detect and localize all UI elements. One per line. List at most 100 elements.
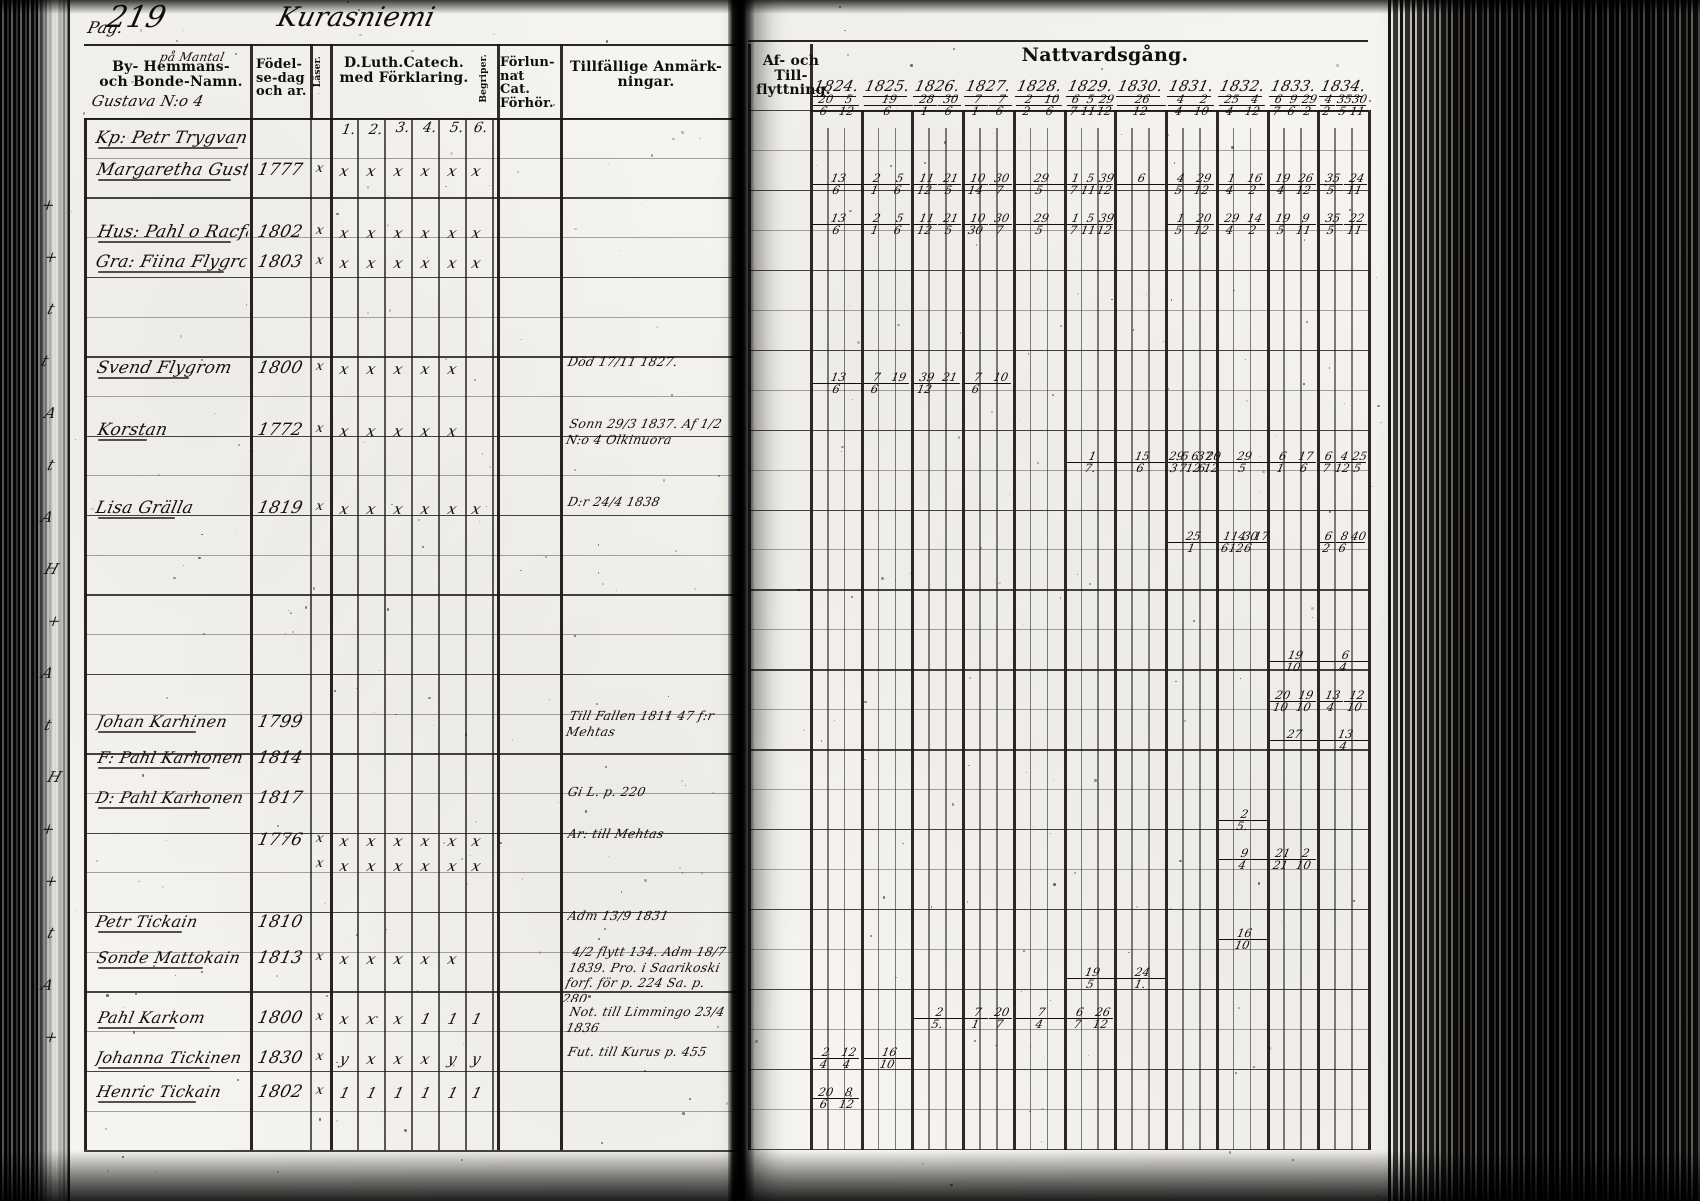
communion-month: 5.	[1216, 818, 1268, 832]
scan-speckle	[1162, 340, 1164, 342]
scan-speckle	[162, 886, 165, 889]
communion-date-cell: 19 10	[1290, 688, 1319, 713]
communion-month: 10	[1290, 699, 1317, 713]
row-name: Hus: Pahl o Racfani	[95, 222, 251, 242]
communion-month: 12	[1087, 1017, 1114, 1031]
scan-speckle	[8, 224, 10, 226]
scan-speckle	[235, 530, 236, 532]
communion-day: 12	[1347, 687, 1366, 702]
row-rule-left-20	[84, 912, 738, 914]
communion-month: 6	[810, 381, 862, 395]
scan-speckle	[299, 711, 303, 715]
scan-speckle	[644, 1070, 647, 1073]
communion-month: 4	[1216, 858, 1268, 872]
communion-date-cell: 21 5	[935, 171, 964, 197]
scan-speckle	[175, 974, 177, 976]
scan-speckle	[1635, 1078, 1636, 1079]
communion-month: 5	[1013, 183, 1065, 197]
scan-speckle	[620, 250, 621, 251]
scan-speckle	[1376, 277, 1378, 279]
communion-date-cell: 20 7	[986, 1005, 1014, 1031]
year-subrule-3-1	[979, 128, 981, 1150]
scan-speckle	[1607, 369, 1609, 372]
scan-speckle	[1267, 403, 1269, 404]
communion-day: 29	[1097, 92, 1116, 106]
row-birth-year: 1810	[255, 912, 305, 932]
scan-speckle	[682, 1112, 685, 1115]
village-heading: Kurasniemi	[274, 2, 438, 33]
scan-speckle	[1050, 832, 1052, 834]
row-remark: 4/2 flytt 134. Adm 18/7 1839. Pro. i Saa…	[561, 944, 728, 1002]
communion-date-cell: 26 12	[1290, 171, 1319, 197]
communion-date-cell: 26 12	[1087, 1005, 1116, 1031]
year-subrule-10-1	[1334, 128, 1336, 1150]
scan-speckle	[68, 502, 70, 504]
row-rule-right-0	[748, 110, 1368, 112]
communion-month: 5	[1318, 183, 1344, 197]
scan-speckle	[404, 1129, 407, 1132]
row-rule-left-6	[84, 356, 738, 358]
scan-speckle	[1420, 697, 1423, 699]
scan-speckle	[292, 631, 295, 633]
scan-speckle	[1037, 461, 1040, 464]
scan-speckle	[237, 1078, 240, 1081]
scan-speckle	[1368, 1023, 1370, 1026]
scan-speckle	[172, 382, 175, 384]
scan-speckle	[105, 1128, 108, 1131]
scan-speckle	[1349, 208, 1352, 211]
scan-speckle	[336, 212, 339, 215]
row-rule-left-18	[84, 832, 738, 834]
scan-speckle	[481, 453, 483, 455]
communion-month: 6	[1239, 540, 1257, 554]
scan-speckle	[356, 933, 359, 937]
communion-day: 9	[1288, 92, 1299, 106]
scan-speckle	[284, 633, 286, 634]
scan-speckle	[1171, 1198, 1173, 1200]
scan-speckle	[961, 217, 965, 220]
communion-month: 11	[1079, 103, 1098, 118]
scan-speckle	[588, 994, 592, 998]
communion-month: 12	[1095, 222, 1113, 237]
communion-date-cell: 14 2	[1239, 211, 1268, 237]
scan-speckle	[417, 989, 419, 991]
scan-speckle	[850, 596, 853, 599]
scan-speckle	[1593, 288, 1597, 292]
scan-speckle	[463, 1044, 465, 1046]
scan-speckle	[856, 340, 860, 344]
scan-speckle	[37, 139, 40, 142]
scan-speckle	[432, 724, 434, 726]
communion-date-cell: 30 7	[986, 171, 1014, 197]
row-rule-right-9	[748, 469, 1368, 471]
communion-day: 5	[1085, 92, 1096, 106]
scan-speckle	[324, 902, 326, 905]
scan-speckle	[489, 185, 490, 187]
communion-month: 6	[986, 104, 1012, 118]
scan-speckle	[681, 131, 685, 134]
row-rule-left-24	[84, 1070, 738, 1073]
year-subrule-3-2	[996, 128, 998, 1150]
scan-speckle	[138, 880, 140, 882]
communion-month: 14	[963, 183, 989, 197]
scan-speckle	[182, 30, 184, 32]
margin-tick-mark: +	[39, 820, 58, 838]
scan-speckle	[573, 469, 576, 472]
communion-date-cell: 29 5	[1013, 211, 1067, 237]
row-rule-left-13	[84, 634, 738, 636]
scan-speckle	[1454, 711, 1458, 715]
scan-speckle	[880, 577, 884, 581]
scan-speckle	[844, 29, 846, 32]
scan-speckle	[386, 929, 388, 931]
row-rule-right-26	[748, 1148, 1368, 1151]
communion-month: 7	[1318, 461, 1336, 475]
scan-speckle	[1368, 99, 1371, 102]
scan-speckle	[1541, 850, 1544, 853]
scan-speckle	[895, 578, 897, 580]
row-name: F: Pahl Karhonen	[95, 748, 246, 767]
scan-speckle	[1446, 374, 1449, 376]
scan-speckle	[718, 474, 721, 478]
communion-month: 12	[1115, 104, 1167, 118]
communion-day: 4	[1175, 92, 1186, 106]
row-rule-right-3	[748, 229, 1368, 231]
